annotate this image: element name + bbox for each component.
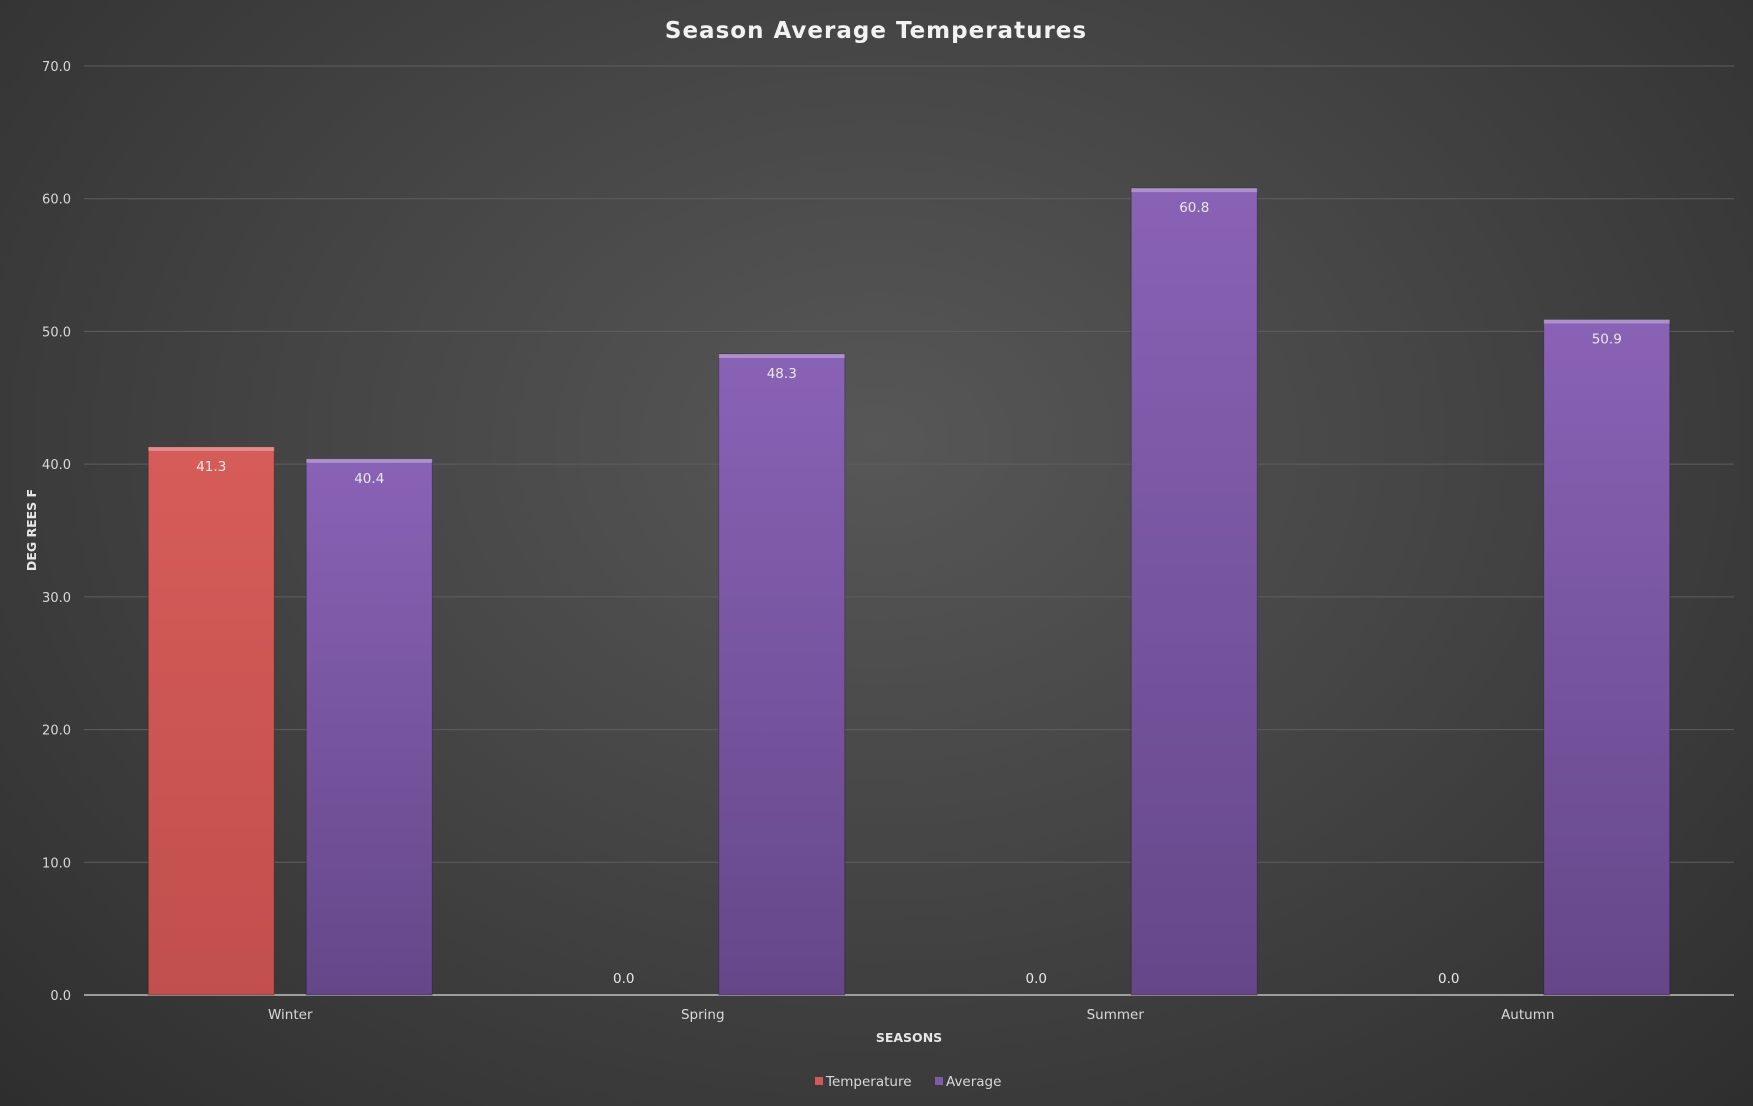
- x-tick-label: Autumn: [1501, 1007, 1554, 1023]
- data-label: 0.0: [613, 971, 634, 987]
- y-tick-label: 0.0: [50, 989, 71, 1004]
- bar-average-winter: [305, 458, 433, 996]
- y-tick-label: 70.0: [42, 60, 71, 75]
- legend-swatch-icon: [935, 1077, 943, 1085]
- bar-highlight: [718, 353, 845, 358]
- bar-average-spring: [718, 353, 846, 996]
- bar-highlight: [1131, 188, 1258, 193]
- data-label: 60.8: [1179, 200, 1209, 216]
- x-tick-label: Winter: [268, 1007, 313, 1023]
- x-tick-label: Spring: [681, 1007, 725, 1023]
- y-tick-label: 10.0: [42, 856, 71, 871]
- bar-highlight: [306, 458, 433, 463]
- bar-temperature-winter: [147, 446, 275, 996]
- legend-label: Average: [946, 1074, 1001, 1090]
- data-label: 48.3: [767, 366, 797, 382]
- y-tick-label: 60.0: [42, 193, 71, 208]
- bar-average-autumn: [1543, 318, 1671, 996]
- x-tick-label: Summer: [1087, 1007, 1145, 1023]
- bar-highlight: [148, 446, 275, 451]
- y-tick-label: 20.0: [42, 724, 71, 739]
- data-label: 50.9: [1592, 331, 1622, 347]
- data-label: 41.3: [196, 459, 226, 475]
- y-axis-label: DEG REES F: [24, 489, 39, 571]
- legend: Temperature Average: [815, 1074, 1001, 1090]
- legend-swatch-icon: [815, 1077, 823, 1085]
- bar-highlight: [1543, 319, 1670, 324]
- data-label: 0.0: [1026, 971, 1047, 987]
- data-label: 0.0: [1438, 971, 1459, 987]
- data-label: 40.4: [354, 471, 384, 487]
- bar-average-summer: [1130, 187, 1258, 996]
- y-tick-label: 30.0: [42, 591, 71, 606]
- y-tick-label: 50.0: [42, 325, 71, 340]
- chart-title: Season Average Temperatures: [665, 18, 1087, 44]
- x-axis-label: SEASONS: [876, 1030, 942, 1045]
- legend-label: Temperature: [825, 1074, 912, 1090]
- y-tick-label: 40.0: [42, 458, 71, 473]
